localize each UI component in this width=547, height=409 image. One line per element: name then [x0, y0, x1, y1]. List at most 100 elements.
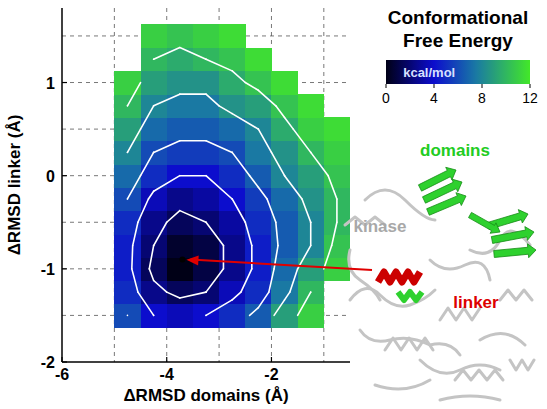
contour-line	[148, 191, 153, 199]
colorbar-title: ConformationalFree Energy	[388, 7, 528, 51]
page: {"chart_data": { "type": "heatmap", "x_l…	[0, 0, 547, 409]
contour-line	[180, 140, 206, 142]
colorbar-tick-label: 8	[478, 90, 486, 106]
plot-area	[114, 24, 350, 327]
contour-line	[154, 94, 180, 106]
x-axis	[62, 361, 350, 363]
contour-line	[180, 211, 206, 223]
contour-line	[269, 269, 274, 292]
protein-backbone	[375, 380, 430, 389]
contour-line	[141, 106, 154, 129]
heatmap-cell	[219, 280, 246, 304]
colorbar-tick	[434, 84, 435, 88]
heatmap-cell	[167, 71, 194, 95]
heatmap-cell	[141, 257, 168, 281]
contour-line	[206, 222, 223, 245]
contour-line	[206, 141, 232, 153]
protein-structure	[345, 167, 536, 400]
heatmap-cell	[141, 24, 168, 48]
x-tick	[271, 357, 272, 362]
domain-helix	[398, 292, 422, 300]
contour-line	[149, 269, 153, 281]
contours	[127, 48, 336, 316]
contour-line	[141, 152, 154, 175]
contour-line	[241, 269, 252, 292]
y-tick-label: -1	[41, 261, 55, 278]
title-line: Conformational	[388, 7, 528, 28]
protein-backbone	[349, 250, 380, 300]
contour-line	[180, 175, 206, 177]
contour-line	[167, 211, 180, 223]
protein-backbone	[455, 370, 503, 380]
contour-line	[293, 129, 310, 152]
heatmap-cell	[324, 141, 350, 165]
contour-line	[132, 269, 138, 292]
contour-line	[127, 129, 140, 152]
contour-line	[154, 48, 180, 60]
contour-line	[258, 187, 267, 199]
colorbar-tick	[386, 84, 387, 88]
protein-backbone	[385, 338, 433, 350]
protein-backbone	[430, 260, 490, 280]
protein-backbone	[500, 290, 532, 300]
contour-line	[251, 246, 253, 269]
colorbar-tick-label: 4	[430, 90, 438, 106]
contour-line	[223, 246, 225, 269]
contour-line	[285, 292, 290, 300]
contour-line	[232, 152, 249, 175]
contour-line	[285, 117, 294, 129]
arrow-head	[186, 255, 198, 265]
heatmap-cell	[141, 71, 168, 95]
heatmap-cell	[271, 234, 298, 258]
x-tick-label: -4	[160, 366, 174, 383]
contour-line	[290, 269, 298, 292]
contour-line	[336, 199, 338, 222]
figure: -6-4-2-2-101ΔRMSD domains (Å)ΔRMSD linke…	[0, 0, 547, 409]
structure-label: kinase	[354, 217, 407, 236]
y-tick	[62, 361, 67, 362]
x-tick	[166, 357, 167, 362]
heatmap-cell	[219, 71, 246, 95]
structure-label: domains	[420, 141, 490, 160]
y-tick	[62, 82, 67, 83]
colorbar-unit: kcal/mol	[403, 65, 455, 80]
heatmap-cell	[324, 234, 350, 258]
heatmap-cell	[245, 211, 272, 235]
contour-line	[285, 176, 302, 199]
contour-line	[302, 199, 311, 222]
contour-line	[258, 129, 271, 152]
y-tick-label: -2	[41, 354, 55, 371]
heatmap-cell	[114, 234, 141, 258]
contour-line	[310, 222, 312, 245]
contour-line	[167, 292, 180, 298]
title-line: Free Energy	[403, 30, 513, 51]
contour-line	[328, 176, 337, 199]
contour-line	[324, 246, 332, 269]
x-axis-title: ΔRMSD domains (Å)	[123, 386, 288, 405]
contour-line	[133, 222, 138, 245]
colorbar-tick-label: 0	[382, 90, 390, 106]
contour-line	[232, 114, 258, 130]
contour-line	[245, 222, 252, 245]
y-axis-title: ΔRMSD linker (Å)	[5, 115, 24, 256]
contour-line	[149, 246, 153, 269]
contour-line	[271, 152, 284, 175]
heatmap-cell	[167, 187, 194, 211]
contour-line	[138, 199, 148, 222]
heatmap-cell	[245, 257, 272, 281]
contour-line	[276, 222, 278, 245]
contour-line	[180, 48, 206, 60]
contour-line	[206, 176, 232, 199]
contour-line	[258, 90, 275, 106]
contour-line	[311, 152, 328, 175]
contour-line	[274, 300, 284, 316]
heatmap-cell	[167, 280, 194, 304]
x-tick-label: -6	[55, 366, 69, 383]
y-tick	[62, 268, 67, 269]
heatmap-cell	[219, 24, 246, 48]
contour-line	[250, 176, 259, 188]
heatmap-cell	[245, 48, 272, 72]
heatmap-cell	[114, 257, 141, 281]
heatmap-cell	[298, 280, 325, 304]
heatmap-cell	[193, 71, 220, 95]
